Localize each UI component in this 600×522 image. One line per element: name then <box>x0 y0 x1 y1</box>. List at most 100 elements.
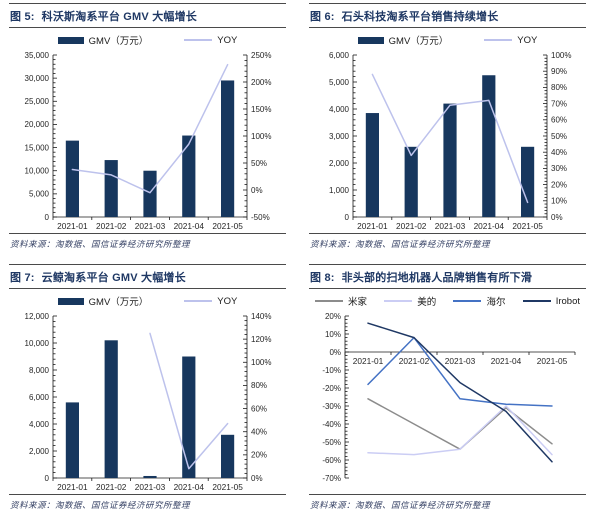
chart-legend: GMV（万元） YOY <box>309 31 586 49</box>
svg-text:90%: 90% <box>551 67 567 76</box>
svg-text:2,000: 2,000 <box>29 447 50 456</box>
line-swatch-icon <box>184 39 213 41</box>
title-under-rule <box>9 27 286 28</box>
svg-text:0%: 0% <box>251 186 263 195</box>
legend-item-YOY: YOY <box>184 35 237 46</box>
svg-text:2021-04: 2021-04 <box>491 356 522 366</box>
legend-label: YOY <box>517 34 538 46</box>
svg-text:35,000: 35,000 <box>25 51 50 60</box>
bar-swatch-icon <box>357 36 384 44</box>
title-under-rule <box>309 288 586 289</box>
svg-text:0: 0 <box>45 213 50 222</box>
svg-text:-40%: -40% <box>322 420 341 429</box>
svg-text:10%: 10% <box>325 330 341 339</box>
svg-text:0: 0 <box>45 474 50 483</box>
line-swatch-icon <box>384 300 413 302</box>
svg-text:50%: 50% <box>251 159 267 168</box>
figure-title: 图 6: 石头科技淘系平台销售持续增长 <box>309 4 586 27</box>
svg-text:2021-04: 2021-04 <box>174 482 205 492</box>
chart-svg: -70% -60% -50% -40% -30% -20% -10% 0% 10% 20% 2021… <box>322 312 576 483</box>
chart-canvas-gmv-roborock: 0 1,000 2,000 3,000 4,000 5,000 6,000 0% 10% 20% 3… <box>309 49 585 233</box>
chart-bottom-rule <box>9 233 286 234</box>
legend-item-海尔: 海尔 <box>453 294 505 308</box>
legend-label: GMV（万元） <box>388 36 449 47</box>
svg-text:200%: 200% <box>251 78 271 87</box>
legend-item-gmv: GMV（万元） <box>57 294 148 308</box>
svg-text:2021-05: 2021-05 <box>512 221 543 231</box>
svg-text:0%: 0% <box>251 474 263 483</box>
svg-text:2021-02: 2021-02 <box>399 356 430 366</box>
svg-text:0%: 0% <box>329 348 341 357</box>
svg-text:2021-01: 2021-01 <box>353 356 384 366</box>
svg-text:2021-02: 2021-02 <box>96 482 127 492</box>
svg-text:-10%: -10% <box>322 366 341 375</box>
svg-text:2021-01: 2021-01 <box>357 221 388 231</box>
legend-item-YOY: YOY <box>184 296 237 307</box>
svg-text:100%: 100% <box>251 132 271 141</box>
chart-canvas-gmv-narwal: 0 2,000 4,000 6,000 8,000 10,000 12,000 0% 20% 40… <box>9 310 285 494</box>
svg-text:60%: 60% <box>551 116 567 125</box>
svg-text:15,000: 15,000 <box>25 143 50 152</box>
svg-text:-70%: -70% <box>322 474 341 483</box>
svg-text:6,000: 6,000 <box>29 393 50 402</box>
figure-number: 图 6: <box>310 11 335 23</box>
svg-text:2021-03: 2021-03 <box>445 356 476 366</box>
svg-text:10,000: 10,000 <box>25 339 50 348</box>
svg-text:5,000: 5,000 <box>29 190 50 199</box>
figure-title: 图 8: 非头部的扫地机器人品牌销售有所下滑 <box>309 265 586 288</box>
title-under-rule <box>9 288 286 289</box>
chart-bottom-rule <box>309 494 586 495</box>
legend-label: YOY <box>217 34 238 46</box>
svg-text:2021-05: 2021-05 <box>212 221 243 231</box>
figure-number: 图 8: <box>310 272 335 284</box>
chart-legend: 米家 美的 海尔 Irobot <box>309 292 586 310</box>
chart-legend: GMV（万元） YOY <box>9 292 286 310</box>
svg-text:20,000: 20,000 <box>25 120 50 129</box>
svg-text:10%: 10% <box>551 197 567 206</box>
chart-canvas-brand-yoy-lines: -70% -60% -50% -40% -30% -20% -10% 0% 10% 20% 2021… <box>309 310 585 494</box>
source-note: 资料来源：淘数据、国信证券经济研究所整理 <box>10 239 191 249</box>
legend-label: 米家 <box>348 297 368 308</box>
svg-text:80%: 80% <box>551 83 567 92</box>
legend-label: Irobot <box>555 295 580 307</box>
chart-bottom-rule <box>309 233 586 234</box>
svg-text:2021-01: 2021-01 <box>57 482 88 492</box>
figure-title-text: 云鲸淘系平台 GMV 大幅增长 <box>41 272 186 284</box>
figure-title-text: 非头部的扫地机器人品牌销售有所下滑 <box>341 272 533 284</box>
chart-canvas-gmv-ecovacs: 0 5,000 10,000 15,000 20,000 25,000 30,000 35,0… <box>9 49 285 233</box>
svg-text:25,000: 25,000 <box>25 97 50 106</box>
legend-item-米家: 米家 <box>315 294 367 308</box>
svg-text:2021-01: 2021-01 <box>57 221 88 231</box>
legend-item-Irobot: Irobot <box>522 295 580 307</box>
figure-number: 图 7: <box>10 272 35 284</box>
svg-text:-20%: -20% <box>322 384 341 393</box>
line-swatch-icon <box>522 300 551 302</box>
source-note: 资料来源：淘数据、国信证券经济研究所整理 <box>310 239 491 249</box>
svg-text:8,000: 8,000 <box>29 366 50 375</box>
svg-text:140%: 140% <box>251 312 271 321</box>
svg-text:2,000: 2,000 <box>329 159 350 168</box>
svg-text:50%: 50% <box>551 132 567 141</box>
svg-text:70%: 70% <box>551 99 567 108</box>
svg-text:2021-05: 2021-05 <box>537 356 568 366</box>
title-under-rule <box>309 27 586 28</box>
svg-text:40%: 40% <box>551 148 567 157</box>
svg-text:4,000: 4,000 <box>29 420 50 429</box>
source-note: 资料来源：淘数据、国信证券经济研究所整理 <box>10 500 191 510</box>
bar-swatch-icon <box>57 36 84 44</box>
svg-text:150%: 150% <box>251 105 271 114</box>
legend-label: 海尔 <box>486 297 506 308</box>
svg-text:100%: 100% <box>251 358 271 367</box>
svg-text:2021-02: 2021-02 <box>96 221 127 231</box>
svg-text:4,000: 4,000 <box>329 105 350 114</box>
figure-title: 图 5: 科沃斯淘系平台 GMV 大幅增长 <box>9 4 286 27</box>
svg-text:2021-03: 2021-03 <box>135 482 166 492</box>
panel-top-rule <box>9 264 286 265</box>
legend-item-gmv: GMV（万元） <box>357 33 449 47</box>
legend-label: GMV（万元） <box>88 36 149 47</box>
source-note: 资料来源：淘数据、国信证券经济研究所整理 <box>310 500 491 510</box>
line-swatch-icon <box>315 300 343 302</box>
svg-text:2021-02: 2021-02 <box>396 221 427 231</box>
figure-number: 图 5: <box>10 11 35 23</box>
